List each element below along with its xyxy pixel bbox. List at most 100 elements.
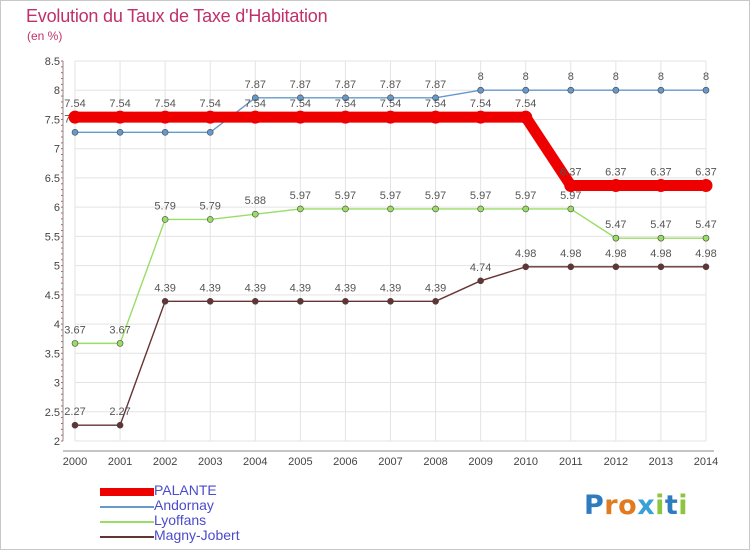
data-point: [68, 110, 82, 124]
data-point: [338, 110, 352, 124]
data-point: [71, 340, 79, 347]
data-label: 4.39: [200, 282, 221, 294]
legend-swatch: [100, 488, 154, 496]
data-point: [248, 110, 262, 124]
data-point: [519, 110, 533, 124]
data-label: 5.47: [650, 219, 671, 231]
data-label: 7.54: [245, 98, 266, 110]
y-tick-label: 2: [54, 436, 60, 448]
data-point: [293, 110, 307, 124]
x-tick-label: 2004: [243, 456, 267, 468]
data-point: [564, 179, 578, 193]
data-point: [657, 263, 665, 271]
x-tick-label: 2014: [694, 456, 718, 468]
x-tick-label: 2002: [153, 456, 177, 468]
data-point: [477, 205, 484, 213]
x-tick-label: 2006: [333, 456, 357, 468]
data-point: [251, 297, 259, 305]
data-point: [251, 210, 259, 218]
x-tick-label: 2010: [513, 456, 537, 468]
data-label: 7.54: [425, 98, 446, 110]
data-point: [71, 421, 79, 429]
data-label: 4.74: [470, 262, 491, 274]
data-point: [612, 86, 620, 94]
data-point: [116, 421, 124, 429]
data-label: 4.39: [425, 282, 446, 294]
legend-label: Magny-Jobert: [154, 527, 240, 543]
data-point: [342, 94, 349, 102]
data-point: [654, 179, 668, 193]
data-point: [657, 86, 665, 94]
logo-letter: t: [664, 490, 679, 521]
legend-item-andornay: Andornay: [100, 498, 340, 514]
data-point: [206, 129, 214, 136]
y-tick-label: 6: [54, 202, 60, 214]
y-tick-label: 2.5: [45, 407, 60, 419]
y-tick-label: 7.5: [45, 114, 60, 126]
data-point: [342, 297, 349, 305]
data-label: 6.37: [695, 167, 716, 179]
y-tick-label: 4.5: [45, 290, 60, 302]
data-label: 4.98: [605, 248, 626, 260]
data-point: [158, 110, 172, 124]
data-label: 5.79: [200, 200, 221, 212]
data-point: [387, 297, 394, 305]
logo-letter: i: [678, 490, 689, 521]
data-label: 4.98: [695, 248, 716, 260]
data-point: [387, 205, 394, 213]
data-point: [567, 263, 575, 271]
data-label: 7.54: [109, 98, 130, 110]
x-tick-label: 2000: [63, 456, 87, 468]
data-label: 7.87: [290, 79, 311, 91]
data-point: [702, 86, 710, 94]
x-tick-label: 2007: [378, 456, 402, 468]
data-point: [477, 277, 484, 285]
data-label: 6.37: [605, 167, 626, 179]
x-tick-label: 2003: [198, 456, 222, 468]
data-label: 3.67: [109, 324, 130, 336]
data-label: 4.39: [290, 282, 311, 294]
data-point: [251, 94, 259, 102]
data-label: 4.39: [245, 282, 266, 294]
data-label: 5.97: [425, 190, 446, 202]
data-label: 7.54: [515, 98, 536, 110]
data-label: 5.79: [154, 200, 175, 212]
y-tick-label: 8.5: [45, 56, 60, 68]
legend-swatch: [100, 536, 154, 538]
data-point: [113, 110, 127, 124]
data-label: 4.39: [154, 282, 175, 294]
data-point: [432, 94, 439, 102]
data-point: [203, 110, 217, 124]
data-label: 8: [703, 71, 709, 83]
data-point: [429, 110, 443, 124]
data-label: 7.54: [380, 98, 401, 110]
data-label: 5.97: [380, 190, 401, 202]
data-point: [297, 205, 304, 213]
data-label: 5.97: [560, 190, 581, 202]
y-tick-label: 5.5: [45, 231, 60, 243]
data-point: [432, 205, 439, 213]
data-label: 8: [478, 71, 484, 83]
data-label: 5.97: [470, 190, 491, 202]
data-point: [206, 216, 214, 223]
data-point: [474, 110, 488, 124]
data-point: [567, 205, 575, 213]
y-tick-label: 6.5: [45, 173, 60, 185]
data-point: [522, 263, 530, 271]
data-label: 6.37: [560, 167, 581, 179]
logo-letter: o: [618, 490, 638, 521]
logo-letter: x: [637, 490, 656, 521]
x-tick-label: 2009: [468, 456, 492, 468]
data-point: [116, 340, 124, 347]
data-label: 7.87: [335, 79, 356, 91]
data-label: 2.27: [109, 406, 130, 418]
data-label: 4.98: [650, 248, 671, 260]
data-label: 8: [658, 71, 664, 83]
data-label: 7.87: [245, 79, 266, 91]
chart-legend: PALANTE Andornay Lyoffans Magny-Jobert: [100, 483, 340, 544]
data-label: 7.54: [64, 98, 85, 110]
data-point: [699, 179, 713, 193]
logo-letter: i: [655, 490, 665, 521]
data-label: 7.54: [154, 98, 175, 110]
